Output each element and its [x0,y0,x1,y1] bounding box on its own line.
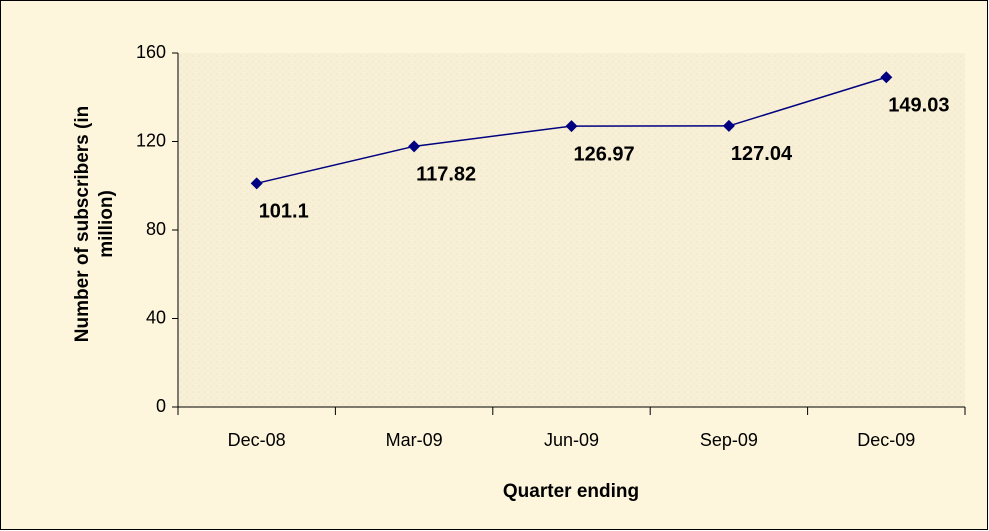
y-tick-label: 160 [136,42,166,62]
data-label: 117.82 [416,164,476,186]
x-tick-label: Sep-09 [700,430,758,450]
data-point [880,71,893,84]
data-point [250,177,263,190]
data-point [408,140,421,153]
data-label: 126.97 [574,143,635,165]
plot-area [178,53,965,407]
x-tick-label: Jun-09 [544,430,599,450]
data-label: 101.1 [259,201,309,223]
y-tick-label: 0 [156,396,166,416]
y-axis-title: Number of subscribers (in million) [72,105,117,343]
data-label: 127.04 [731,143,793,165]
x-tick-label: Dec-08 [228,430,286,450]
y-tick-label: 80 [146,219,166,239]
x-axis-title: Quarter ending [503,481,639,502]
data-point [565,120,578,133]
x-tick-label: Dec-09 [857,430,915,450]
x-tick-label: Mar-09 [386,430,443,450]
y-tick-label: 120 [136,130,166,150]
data-point [722,119,735,132]
data-label: 149.03 [888,95,949,117]
y-tick-label: 40 [146,307,166,327]
